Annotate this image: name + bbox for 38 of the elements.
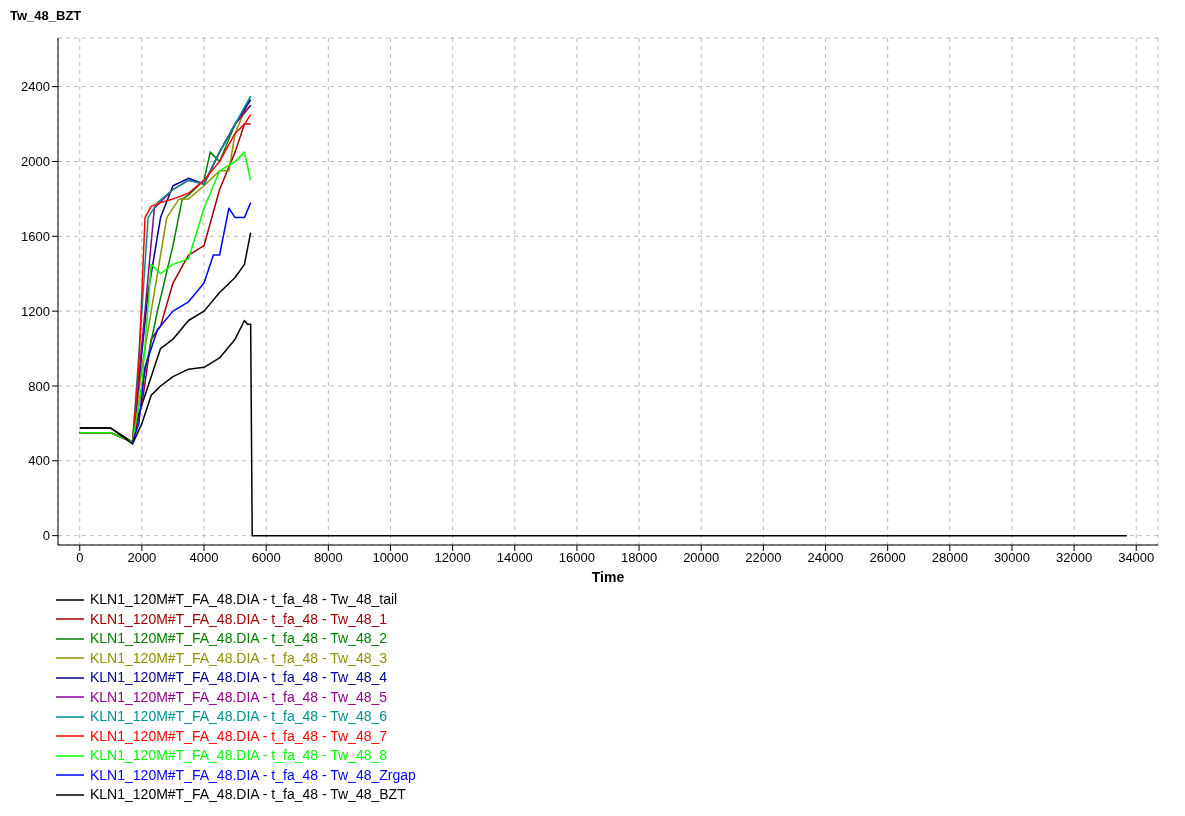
x-tick-label: 26000 xyxy=(869,550,906,566)
chart-title: Tw_48_BZT xyxy=(10,8,83,25)
legend-label: KLN1_120M#T_FA_48.DIA - t_fa_48 - Tw_48_BZT xyxy=(90,785,406,804)
x-tick-label: 24000 xyxy=(807,550,844,566)
x-tick-label: 10000 xyxy=(372,550,409,566)
y-tick-label: 2000 xyxy=(21,154,50,170)
legend-label: KLN1_120M#T_FA_48.DIA - t_fa_48 - Tw_48_7 xyxy=(90,726,388,746)
x-tick-label: 8000 xyxy=(313,550,343,566)
x-tick-label: 22000 xyxy=(745,550,782,566)
legend-label: KLN1_120M#T_FA_48.DIA - t_fa_48 - Tw_48_Zrgap xyxy=(90,765,416,785)
x-tick-label: 4000 xyxy=(189,550,219,566)
legend-label: KLN1_120M#T_FA_48.DIA - t_fa_48 - Tw_48_6 xyxy=(90,707,388,726)
legend-label: KLN1_120M#T_FA_48.DIA - t_fa_48 - Tw_48_8 xyxy=(90,746,388,765)
y-tick-label: 0 xyxy=(42,528,50,544)
y-tick-label: 400 xyxy=(28,453,50,469)
legend-label: KLN1_120M#T_FA_48.DIA - t_fa_48 - Tw_48_5 xyxy=(90,687,388,707)
x-tick-label: 12000 xyxy=(434,550,471,566)
x-tick-label: 14000 xyxy=(496,550,533,566)
y-tick-label: 1600 xyxy=(21,228,50,244)
y-tick-label: 2400 xyxy=(21,79,50,95)
x-tick-label: 28000 xyxy=(931,550,968,566)
x-axis-title: Time xyxy=(591,569,625,585)
legend-label: KLN1_120M#T_FA_48.DIA - t_fa_48 - Tw_48_3 xyxy=(90,648,388,668)
x-tick-label: 0 xyxy=(76,550,84,566)
y-tick-label: 800 xyxy=(28,378,50,394)
x-tick-label: 32000 xyxy=(1056,550,1093,566)
x-tick-label: 6000 xyxy=(251,550,281,566)
y-tick-label: 1200 xyxy=(21,303,50,319)
x-tick-label: 2000 xyxy=(127,550,157,566)
x-tick-label: 30000 xyxy=(993,550,1031,566)
legend-label: KLN1_120M#T_FA_48.DIA - t_fa_48 - Tw_48_tail xyxy=(90,590,398,609)
legend-label: KLN1_120M#T_FA_48.DIA - t_fa_48 - Tw_48_4 xyxy=(90,668,388,687)
x-tick-label: 20000 xyxy=(683,550,720,566)
x-tick-label: 18000 xyxy=(621,550,658,566)
x-tick-label: 34000 xyxy=(1118,550,1155,566)
legend-label: KLN1_120M#T_FA_48.DIA - t_fa_48 - Tw_48_2 xyxy=(90,629,388,648)
x-tick-label: 16000 xyxy=(558,550,595,566)
legend-label: KLN1_120M#T_FA_48.DIA - t_fa_48 - Tw_48_1 xyxy=(90,609,388,629)
